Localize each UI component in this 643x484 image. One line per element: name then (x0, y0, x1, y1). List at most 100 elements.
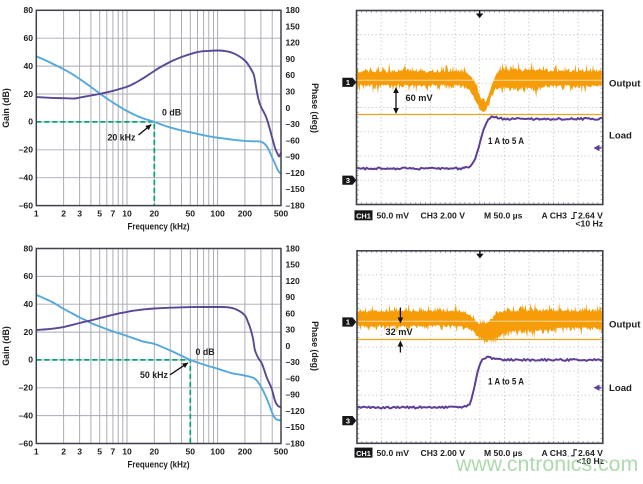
svg-text:–60: –60 (19, 438, 34, 448)
svg-text:80: 80 (23, 5, 33, 15)
svg-text:3: 3 (77, 447, 82, 457)
svg-text:50: 50 (186, 447, 196, 457)
svg-text:0 dB: 0 dB (162, 108, 181, 118)
svg-text:100: 100 (210, 209, 225, 219)
svg-text:180: 180 (286, 243, 301, 253)
svg-text:CH3 2.00 V: CH3 2.00 V (421, 211, 466, 221)
svg-text:60: 60 (23, 271, 33, 281)
svg-text:Gain (dB): Gain (dB) (1, 88, 11, 128)
svg-text:200: 200 (238, 447, 253, 457)
svg-text:7: 7 (111, 209, 116, 219)
svg-text:A CH3: A CH3 (542, 448, 568, 458)
svg-text:90: 90 (286, 54, 296, 64)
svg-text:3: 3 (77, 209, 82, 219)
svg-text:1 A to 5 A: 1 A to 5 A (488, 136, 524, 147)
svg-text:2: 2 (61, 209, 66, 219)
svg-text:30: 30 (286, 87, 296, 97)
svg-text:Output: Output (609, 320, 641, 331)
svg-text:2: 2 (61, 447, 66, 457)
svg-text:Phase (deg): Phase (deg) (310, 83, 320, 133)
svg-text:–30: –30 (286, 357, 301, 367)
svg-text:5: 5 (97, 209, 102, 219)
svg-text:M 50.0 µs: M 50.0 µs (484, 211, 523, 221)
svg-text:<10 Hz: <10 Hz (577, 456, 604, 466)
svg-text:www.cntronics.com: www.cntronics.com (455, 452, 638, 476)
svg-text:120: 120 (286, 276, 301, 286)
svg-text:Frequency (kHz): Frequency (kHz) (128, 460, 190, 470)
svg-text:0: 0 (28, 117, 33, 127)
svg-text:–150: –150 (286, 422, 305, 432)
svg-text:50.0 mV: 50.0 mV (377, 211, 410, 221)
svg-text:60: 60 (23, 33, 33, 43)
svg-text:Load: Load (609, 131, 632, 142)
svg-text:1: 1 (346, 78, 350, 87)
svg-text:500: 500 (274, 209, 289, 219)
svg-text:60 mV: 60 mV (406, 93, 434, 103)
svg-text:CH1: CH1 (356, 212, 371, 221)
svg-text:5: 5 (97, 447, 102, 457)
svg-text:–90: –90 (286, 152, 301, 162)
svg-text:20: 20 (23, 327, 33, 337)
svg-text:Gain (dB): Gain (dB) (1, 326, 11, 366)
svg-text:–90: –90 (286, 390, 301, 400)
svg-text:1: 1 (346, 318, 350, 327)
svg-text:150: 150 (286, 260, 301, 270)
svg-text:100: 100 (210, 447, 225, 457)
svg-text:A CH3: A CH3 (542, 211, 568, 221)
svg-text:50 kHz: 50 kHz (140, 370, 168, 380)
svg-text:1: 1 (34, 209, 39, 219)
svg-text:20: 20 (23, 89, 33, 99)
svg-text:1: 1 (34, 447, 39, 457)
svg-text:–40: –40 (19, 173, 34, 183)
svg-text:2.64 V: 2.64 V (578, 448, 603, 458)
svg-text:32 mV: 32 mV (386, 327, 414, 337)
svg-text:Load: Load (609, 383, 632, 394)
svg-text:0: 0 (286, 103, 291, 113)
svg-text:500: 500 (274, 447, 289, 457)
svg-text:–60: –60 (19, 200, 34, 210)
svg-text:180: 180 (286, 5, 301, 15)
svg-text:M 50.0 µs: M 50.0 µs (484, 448, 523, 458)
svg-text:7: 7 (111, 447, 116, 457)
svg-text:40: 40 (23, 61, 33, 71)
svg-text:0: 0 (286, 341, 291, 351)
svg-text:–120: –120 (286, 406, 305, 416)
svg-text:60: 60 (286, 308, 296, 318)
svg-text:1 A to 5 A: 1 A to 5 A (488, 377, 524, 388)
svg-text:10: 10 (122, 209, 132, 219)
svg-text:Output: Output (609, 79, 641, 90)
svg-text:–180: –180 (286, 200, 305, 210)
svg-text:30: 30 (286, 325, 296, 335)
svg-text:20 kHz: 20 kHz (108, 133, 136, 143)
svg-text:10: 10 (122, 447, 132, 457)
svg-text:200: 200 (238, 209, 253, 219)
svg-text:20: 20 (150, 209, 160, 219)
svg-text:Phase (deg): Phase (deg) (310, 321, 320, 371)
svg-text:3: 3 (346, 416, 350, 425)
svg-text:0 dB: 0 dB (196, 347, 215, 357)
svg-text:60: 60 (286, 70, 296, 80)
svg-text:Frequency (kHz): Frequency (kHz) (128, 222, 190, 232)
svg-text:–60: –60 (286, 135, 301, 145)
svg-text:–20: –20 (19, 145, 34, 155)
svg-text:–150: –150 (286, 184, 305, 194)
svg-text:2.64 V: 2.64 V (578, 211, 603, 221)
svg-text:150: 150 (286, 21, 301, 31)
svg-text:50.0 mV: 50.0 mV (377, 448, 410, 458)
svg-text:3: 3 (346, 176, 350, 185)
svg-text:CH3 2.00 V: CH3 2.00 V (421, 448, 466, 458)
svg-text:–30: –30 (286, 119, 301, 129)
svg-text:0: 0 (28, 355, 33, 365)
svg-text:–180: –180 (286, 438, 305, 448)
svg-text:CH1: CH1 (356, 449, 371, 458)
svg-text:80: 80 (23, 243, 33, 253)
svg-text:50: 50 (186, 209, 196, 219)
svg-text:–20: –20 (19, 383, 34, 393)
svg-text:<10 Hz: <10 Hz (576, 219, 603, 229)
svg-text:20: 20 (150, 447, 160, 457)
svg-text:–40: –40 (19, 410, 34, 420)
svg-text:–120: –120 (286, 168, 305, 178)
svg-text:40: 40 (23, 299, 33, 309)
svg-text:–60: –60 (286, 373, 301, 383)
svg-text:90: 90 (286, 292, 296, 302)
